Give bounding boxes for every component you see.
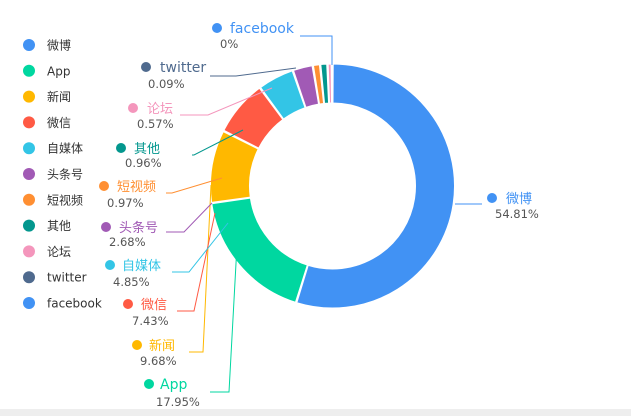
callout-name: 自媒体 bbox=[122, 259, 161, 274]
callout-value: 0% bbox=[220, 37, 238, 51]
legend-label: 头条号 bbox=[47, 168, 83, 182]
callout-marker bbox=[487, 193, 497, 203]
legend-label: 新闻 bbox=[47, 89, 71, 104]
callout-name: 其他 bbox=[134, 142, 160, 157]
donut-slice bbox=[211, 197, 308, 303]
callout-marker bbox=[116, 143, 126, 153]
bottom-scrollbar-track bbox=[0, 409, 631, 416]
legend-marker bbox=[23, 271, 35, 284]
legend-label: facebook bbox=[47, 297, 102, 311]
donut-slice bbox=[210, 130, 259, 203]
callout-value: 7.43% bbox=[132, 314, 169, 328]
legend-label: 微信 bbox=[47, 116, 71, 130]
donut-slice bbox=[312, 64, 325, 105]
callout-name: twitter bbox=[160, 60, 206, 76]
callout-marker bbox=[105, 260, 115, 270]
callout-marker bbox=[141, 62, 151, 72]
donut-slice bbox=[320, 63, 330, 104]
callout-value: 4.85% bbox=[113, 275, 150, 289]
legend-label: 微博 bbox=[47, 38, 71, 53]
label-line bbox=[166, 177, 223, 194]
legend-marker bbox=[23, 219, 35, 232]
label-line bbox=[210, 67, 297, 77]
callout-value: 0.97% bbox=[107, 196, 144, 210]
legend-marker bbox=[23, 168, 35, 180]
legend-label: 论坛 bbox=[47, 245, 71, 259]
callout-name: 短视频 bbox=[117, 180, 156, 195]
callout-value: 0.57% bbox=[137, 117, 174, 131]
callout-name: 微信 bbox=[141, 298, 167, 313]
legend-marker bbox=[23, 90, 35, 103]
donut-slice bbox=[223, 87, 284, 149]
callout-value: 54.81% bbox=[495, 207, 539, 221]
label-line bbox=[177, 212, 216, 312]
legend-label: 自媒体 bbox=[47, 142, 83, 156]
label-line bbox=[180, 87, 273, 116]
callout-value: 0.09% bbox=[148, 77, 185, 91]
callout-marker bbox=[132, 340, 142, 350]
legend-marker bbox=[23, 193, 35, 206]
legend-label: 短视频 bbox=[47, 192, 83, 207]
callout-name: 新闻 bbox=[149, 338, 175, 354]
callout-value: 17.95% bbox=[156, 395, 200, 409]
label-line bbox=[189, 184, 212, 353]
legend-marker bbox=[23, 64, 35, 77]
label-line bbox=[300, 35, 333, 65]
callout-marker bbox=[99, 181, 109, 191]
label-line bbox=[172, 222, 229, 273]
legend-label: twitter bbox=[47, 271, 87, 285]
callout-marker bbox=[123, 299, 133, 309]
donut-slice bbox=[259, 70, 306, 120]
donut-slice bbox=[292, 65, 320, 108]
callout-marker bbox=[144, 379, 154, 389]
callout-value: 0.96% bbox=[125, 156, 162, 170]
legend-marker bbox=[23, 142, 35, 155]
label-line bbox=[166, 202, 213, 233]
callout-name: App bbox=[160, 377, 187, 393]
legend-marker bbox=[23, 245, 35, 258]
callout-name: facebook bbox=[230, 21, 295, 37]
label-line bbox=[210, 244, 238, 393]
legend-marker bbox=[23, 116, 35, 129]
callout-value: 2.68% bbox=[109, 235, 146, 249]
donut-slice bbox=[327, 63, 333, 104]
donut-slice bbox=[296, 63, 456, 309]
legend-marker bbox=[23, 297, 35, 309]
legend-label: 其他 bbox=[47, 219, 71, 233]
callout-name: 头条号 bbox=[119, 220, 158, 236]
callout-name: 微博 bbox=[506, 192, 532, 207]
callout-marker bbox=[101, 222, 111, 232]
callout-value: 9.68% bbox=[140, 354, 177, 368]
label-line bbox=[192, 129, 244, 156]
callout-marker bbox=[212, 23, 222, 33]
legend-marker bbox=[23, 39, 35, 51]
legend-label: App bbox=[47, 64, 70, 78]
callout-name: 论坛 bbox=[147, 102, 173, 117]
callout-marker bbox=[128, 103, 138, 113]
